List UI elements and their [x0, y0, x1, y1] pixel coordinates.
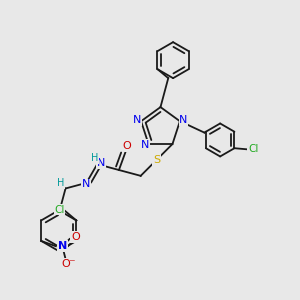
- Text: N: N: [133, 115, 142, 125]
- Text: N: N: [179, 115, 188, 125]
- Text: Cl: Cl: [54, 205, 65, 214]
- Text: H: H: [91, 153, 98, 163]
- Text: H: H: [57, 178, 65, 188]
- Text: N: N: [141, 140, 149, 150]
- Text: ⁻: ⁻: [68, 257, 75, 270]
- Text: Cl: Cl: [248, 144, 259, 154]
- Text: S: S: [153, 155, 160, 165]
- Text: O: O: [123, 141, 131, 151]
- Text: N: N: [82, 179, 91, 189]
- Text: N: N: [97, 158, 105, 168]
- Text: O: O: [61, 259, 70, 269]
- Text: O: O: [71, 232, 80, 242]
- Text: N: N: [58, 241, 67, 251]
